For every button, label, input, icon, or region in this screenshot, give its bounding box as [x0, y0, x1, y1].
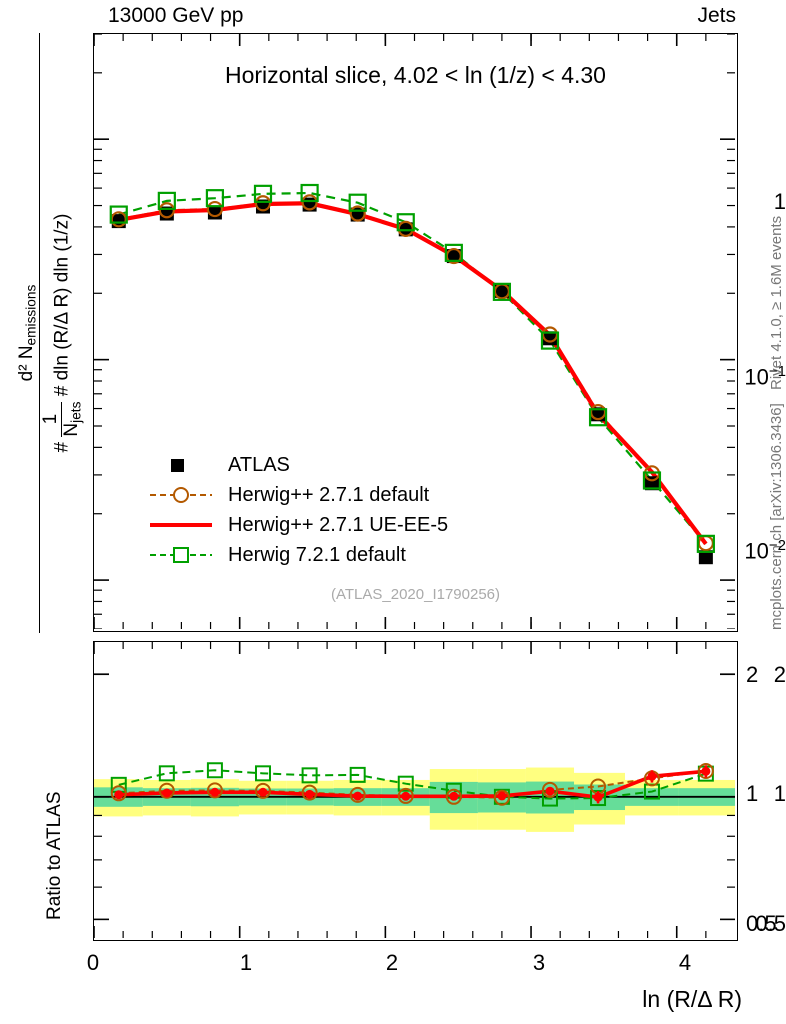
- ratio-yaxis-label: Ratio to ATLAS: [44, 791, 65, 921]
- legend-label-herwigpp-default: Herwig++ 2.7.1 default: [228, 483, 430, 506]
- ratio-ytick-label-2-right: 2: [746, 662, 759, 687]
- legend-key-filled-square-icon: [150, 454, 212, 476]
- main-plot-panel: [93, 33, 738, 632]
- slice-title: Horizontal slice, 4.02 < ln (1/z) < 4.30: [225, 62, 606, 88]
- ratio-ytick-label-1-left: 1: [773, 781, 786, 806]
- main-plot-canvas: [94, 34, 735, 629]
- legend-item-herwigpp-ueee5[interactable]: Herwig++ 2.7.1 UE-EE-5: [150, 510, 448, 540]
- header-analysis-type: Jets: [697, 4, 736, 27]
- legend-item-herwig721[interactable]: Herwig 7.2.1 default: [150, 540, 448, 570]
- legend-label-herwigpp-ueee5: Herwig++ 2.7.1 UE-EE-5: [228, 513, 449, 536]
- xtick-label-0: 0: [86, 950, 100, 975]
- ratio-plot-panel: [93, 641, 738, 941]
- ratio-ytick-label-2-left: 2: [773, 662, 786, 687]
- mcplots-reference-label: mcplots.cern.ch [arXiv:1306.3436]: [768, 403, 785, 630]
- legend-label-herwig721: Herwig 7.2.1 default: [228, 543, 406, 566]
- ratio-ytick-label-1-right: 1: [746, 781, 759, 806]
- fraction-bar: [39, 33, 41, 633]
- yaxis-denominator: # 1 Njets # dln (R/Δ R) dln (1/z): [40, 213, 84, 453]
- legend-item-atlas[interactable]: ATLAS: [150, 450, 448, 480]
- ratio-ytick-label-05-left: 0.5: [755, 911, 786, 936]
- ytick-label-1e-2: 10−2: [744, 537, 786, 564]
- xaxis-label: ln (R/Δ R): [642, 986, 742, 1012]
- analysis-watermark: (ATLAS_2020_I1790256): [330, 586, 500, 603]
- legend-key-open-circle-icon: [150, 484, 212, 506]
- xtick-label-4: 4: [678, 950, 692, 975]
- xtick-label-1: 1: [239, 950, 253, 975]
- legend-key-open-square-icon: [150, 544, 212, 566]
- xtick-label-2: 2: [385, 950, 399, 975]
- legend-label-atlas: ATLAS: [228, 453, 290, 476]
- legend: ATLAS Herwig++ 2.7.1 default Herwig++ 2.…: [150, 450, 448, 570]
- legend-item-herwigpp-default[interactable]: Herwig++ 2.7.1 default: [150, 480, 448, 510]
- legend-key-solid-line-icon: [150, 514, 212, 536]
- ratio-plot-canvas: [94, 642, 735, 938]
- header-beam-info: 13000 GeV pp: [108, 4, 244, 27]
- ytick-label-1: 1: [773, 189, 786, 214]
- ytick-label-1e-1: 10−1: [744, 363, 786, 390]
- xtick-label-3: 3: [532, 950, 546, 975]
- ratio-ytick-label-05-right: 0.5: [746, 911, 777, 936]
- yaxis-numerator: d² Nemissions: [16, 284, 39, 382]
